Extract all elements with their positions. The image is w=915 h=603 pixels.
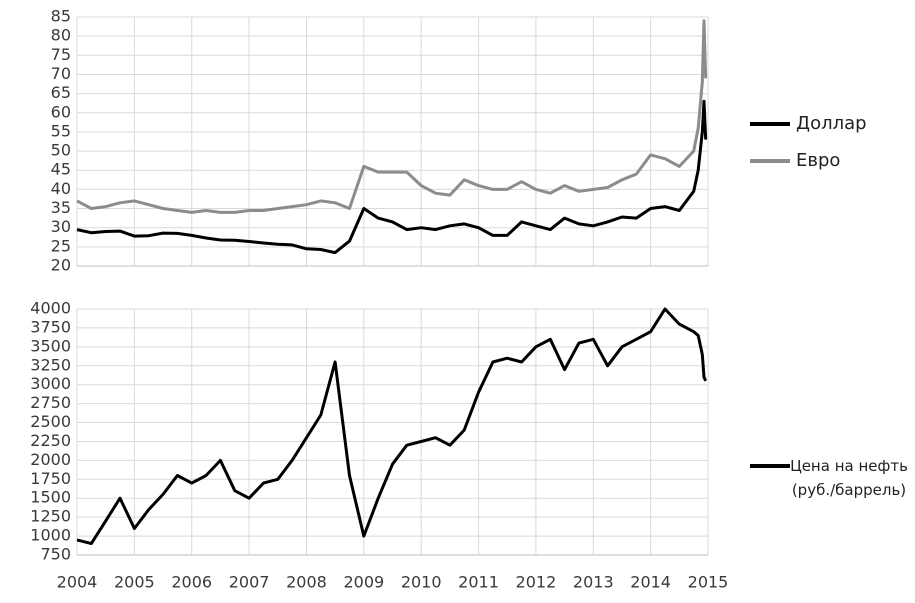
x-tick-label: 2013 <box>573 573 614 592</box>
y-tick-label: 60 <box>51 102 71 121</box>
legend-label: Евро <box>796 150 841 171</box>
x-tick-label: 2005 <box>114 573 155 592</box>
y-tick-label: 3500 <box>30 336 71 355</box>
y-tick-label: 65 <box>51 83 71 102</box>
y-tick-label: 80 <box>51 26 71 45</box>
y-tick-label: 45 <box>51 160 71 179</box>
y-tick-label: 35 <box>51 198 71 217</box>
y-tick-label: 20 <box>51 256 71 275</box>
legend-label: Цена на нефть (руб./баррель) <box>790 457 908 499</box>
x-tick-label: 2015 <box>688 573 729 592</box>
x-tick-label: 2014 <box>630 573 671 592</box>
x-tick-label: 2004 <box>57 573 98 592</box>
y-tick-label: 40 <box>51 179 71 198</box>
series-line <box>76 99 708 255</box>
y-tick-label: 1500 <box>30 488 71 507</box>
series-line <box>76 307 708 546</box>
y-tick-label: 50 <box>51 141 71 160</box>
y-tick-label: 4000 <box>30 299 71 318</box>
y-tick-label: 3000 <box>30 374 71 393</box>
x-tick-label: 2009 <box>343 573 384 592</box>
y-tick-label: 1000 <box>30 526 71 545</box>
x-tick-label: 2010 <box>401 573 442 592</box>
y-tick-label: 750 <box>40 545 71 564</box>
x-tick-label: 2006 <box>171 573 212 592</box>
y-tick-label: 2250 <box>30 431 71 450</box>
x-tick-label: 2007 <box>229 573 270 592</box>
x-tick-label: 2011 <box>458 573 499 592</box>
y-tick-label: 25 <box>51 236 71 255</box>
x-tick-label: 2008 <box>286 573 327 592</box>
y-tick-label: 55 <box>51 121 71 140</box>
y-tick-label: 3250 <box>30 355 71 374</box>
y-tick-label: 1750 <box>30 469 71 488</box>
y-tick-label: 3750 <box>30 317 71 336</box>
x-tick-label: 2012 <box>516 573 557 592</box>
y-tick-label: 2750 <box>30 393 71 412</box>
series-line <box>76 19 708 214</box>
y-tick-label: 85 <box>51 7 71 26</box>
y-tick-label: 30 <box>51 217 71 236</box>
y-tick-label: 2500 <box>30 412 71 431</box>
y-tick-label: 70 <box>51 64 71 83</box>
y-tick-label: 1250 <box>30 507 71 526</box>
y-tick-label: 75 <box>51 45 71 64</box>
legend-label: Доллар <box>796 113 867 134</box>
y-tick-label: 2000 <box>30 450 71 469</box>
